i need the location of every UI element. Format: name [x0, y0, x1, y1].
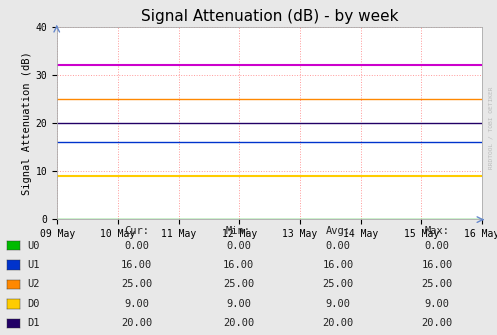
Text: 25.00: 25.00	[422, 279, 453, 289]
Text: 0.00: 0.00	[326, 241, 350, 251]
Text: 0.00: 0.00	[425, 241, 450, 251]
Text: 0.00: 0.00	[226, 241, 251, 251]
Text: U2: U2	[27, 279, 40, 289]
Text: 16.00: 16.00	[422, 260, 453, 270]
Text: 25.00: 25.00	[223, 279, 254, 289]
Text: 9.00: 9.00	[326, 299, 350, 309]
Text: D1: D1	[27, 318, 40, 328]
Text: 20.00: 20.00	[121, 318, 152, 328]
Text: Max:: Max:	[425, 226, 450, 236]
Text: 9.00: 9.00	[124, 299, 149, 309]
Text: 16.00: 16.00	[223, 260, 254, 270]
Text: U0: U0	[27, 241, 40, 251]
Text: 20.00: 20.00	[223, 318, 254, 328]
Text: U1: U1	[27, 260, 40, 270]
Text: D0: D0	[27, 299, 40, 309]
Text: 25.00: 25.00	[323, 279, 353, 289]
Text: 25.00: 25.00	[121, 279, 152, 289]
Y-axis label: Signal Attenuation (dB): Signal Attenuation (dB)	[21, 51, 31, 195]
Title: Signal Attenuation (dB) - by week: Signal Attenuation (dB) - by week	[141, 9, 399, 24]
Text: Avg:: Avg:	[326, 226, 350, 236]
Text: 16.00: 16.00	[121, 260, 152, 270]
Text: RRDTOOL / TOBI OETIKER: RRDTOOL / TOBI OETIKER	[489, 86, 494, 169]
Text: 20.00: 20.00	[422, 318, 453, 328]
Text: 20.00: 20.00	[323, 318, 353, 328]
Text: 9.00: 9.00	[425, 299, 450, 309]
Text: Cur:: Cur:	[124, 226, 149, 236]
Text: 9.00: 9.00	[226, 299, 251, 309]
Text: 16.00: 16.00	[323, 260, 353, 270]
Text: Min:: Min:	[226, 226, 251, 236]
Text: 0.00: 0.00	[124, 241, 149, 251]
